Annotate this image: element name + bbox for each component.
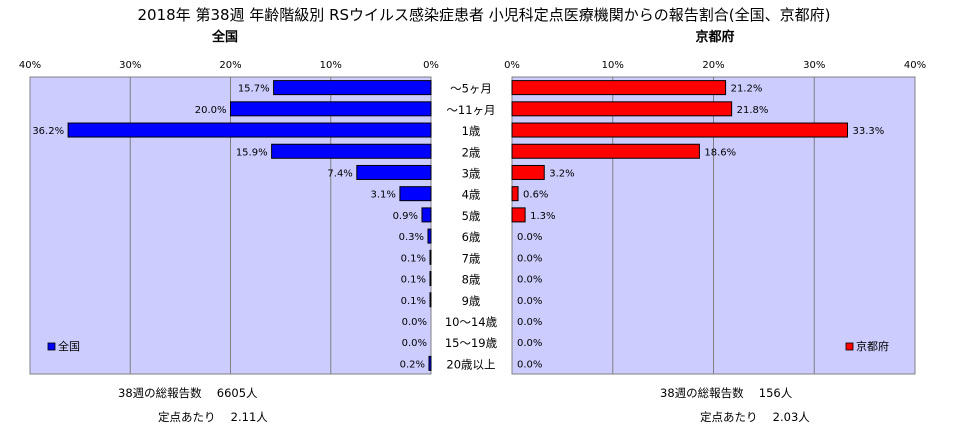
right-total-reports: 38週の総報告数 156人 xyxy=(660,386,793,400)
left-data-label: 0.0% xyxy=(402,338,427,349)
chart-title: 2018年 第38週 年齢階級別 RSウイルス感染症患者 小児科定点医療機関から… xyxy=(138,6,831,24)
category-label: 1歳 xyxy=(462,124,481,138)
right-panel: 0% 10% 20% 30% 40%21.2%21.8%33.3%18.6%3.2%0.… xyxy=(504,60,926,375)
left-bar xyxy=(67,122,432,138)
left-bar xyxy=(429,292,432,308)
left-data-label: 20.0% xyxy=(195,105,227,116)
category-label: 5歳 xyxy=(462,209,481,223)
left-data-label: 0.3% xyxy=(399,232,424,243)
left-data-label: 0.1% xyxy=(401,275,426,286)
right-tick-label: 0% xyxy=(504,60,520,71)
category-label: 15～19歳 xyxy=(445,336,498,350)
left-tick-label: 0% xyxy=(423,60,439,71)
right-data-label: 1.3% xyxy=(530,211,555,222)
left-bar xyxy=(427,228,432,244)
right-data-label: 0.0% xyxy=(517,232,542,243)
right-data-label: 18.6% xyxy=(704,147,736,158)
left-bar xyxy=(429,271,432,287)
category-label: ～5ヶ月 xyxy=(450,82,492,96)
right-legend: 京都府 xyxy=(845,339,889,353)
right-bar xyxy=(511,186,519,202)
right-data-label: 0.0% xyxy=(517,317,542,328)
right-bar xyxy=(511,207,526,223)
right-legend-label: 京都府 xyxy=(856,339,889,353)
left-tick-label: 10% xyxy=(320,60,342,71)
category-label: 7歳 xyxy=(462,251,481,265)
left-data-label: 15.9% xyxy=(236,147,268,158)
right-data-label: 0.0% xyxy=(517,338,542,349)
category-label: 6歳 xyxy=(462,230,481,244)
left-data-label: 0.0% xyxy=(402,317,427,328)
right-bar xyxy=(511,101,733,117)
left-panel: 40% 30% 20% 10% 0% 15.7% 20.0% 36.2% 15.9% 7.4% 3.… xyxy=(19,60,439,375)
left-bar xyxy=(273,80,432,96)
left-bar xyxy=(428,355,432,371)
left-data-label: 7.4% xyxy=(327,168,352,179)
right-data-label: 0.6% xyxy=(523,190,548,201)
right-tick-label: 30% xyxy=(803,60,825,71)
right-data-label: 21.8% xyxy=(737,105,769,116)
left-data-label: 3.1% xyxy=(371,190,396,201)
right-data-label: 0.0% xyxy=(517,359,542,370)
category-label: 3歳 xyxy=(462,166,481,180)
right-bar xyxy=(511,122,848,138)
right-bar xyxy=(511,164,545,180)
right-tick-label: 10% xyxy=(602,60,624,71)
category-label: 10～14歳 xyxy=(445,315,498,329)
left-tick-label: 40% xyxy=(19,60,41,71)
right-data-label: 0.0% xyxy=(517,296,542,307)
left-panel-title: 全国 xyxy=(211,29,238,45)
right-data-label: 33.3% xyxy=(852,126,884,137)
category-label: 4歳 xyxy=(462,188,481,202)
left-bar xyxy=(421,207,432,223)
category-label: 2歳 xyxy=(462,145,481,159)
right-tick-label: 20% xyxy=(702,60,724,71)
left-data-label: 36.2% xyxy=(32,126,64,137)
right-panel-title: 京都府 xyxy=(695,29,734,45)
left-bar xyxy=(399,186,432,202)
right-bar xyxy=(511,80,727,96)
category-label: ～11ヶ月 xyxy=(446,103,495,117)
left-bar xyxy=(356,164,432,180)
right-data-label: 0.0% xyxy=(517,275,542,286)
left-bar xyxy=(230,101,432,117)
left-legend-swatch xyxy=(47,342,56,351)
left-data-label: 0.1% xyxy=(401,253,426,264)
left-bar xyxy=(429,249,432,265)
left-legend-label: 全国 xyxy=(58,339,80,353)
left-data-label: 0.1% xyxy=(401,296,426,307)
right-data-label: 3.2% xyxy=(549,168,574,179)
category-label: 9歳 xyxy=(462,294,481,308)
right-data-label: 21.2% xyxy=(731,84,763,95)
left-legend: 全国 xyxy=(47,339,80,353)
right-bar xyxy=(511,143,700,159)
left-data-label: 0.9% xyxy=(393,211,418,222)
left-data-label: 15.7% xyxy=(238,84,270,95)
right-legend-swatch xyxy=(845,342,854,351)
left-tick-label: 20% xyxy=(219,60,241,71)
left-bar xyxy=(271,143,432,159)
right-tick-label: 40% xyxy=(904,60,926,71)
left-per-sentinel: 定点あたり 2.11人 xyxy=(158,410,268,424)
category-labels: ～5ヶ月 ～11ヶ月 1歳 2歳 3歳 4歳 5歳 6歳 7歳 8歳 9歳 10～14歳 15～19歳 2… xyxy=(445,82,498,372)
left-total-reports: 38週の総報告数 6605人 xyxy=(118,386,258,400)
left-data-label: 0.2% xyxy=(400,359,425,370)
category-label: 8歳 xyxy=(462,273,481,287)
left-tick-label: 30% xyxy=(119,60,141,71)
right-per-sentinel: 定点あたり 2.03人 xyxy=(700,410,810,424)
category-label: 20歳以上 xyxy=(446,357,495,371)
right-data-label: 0.0% xyxy=(517,253,542,264)
